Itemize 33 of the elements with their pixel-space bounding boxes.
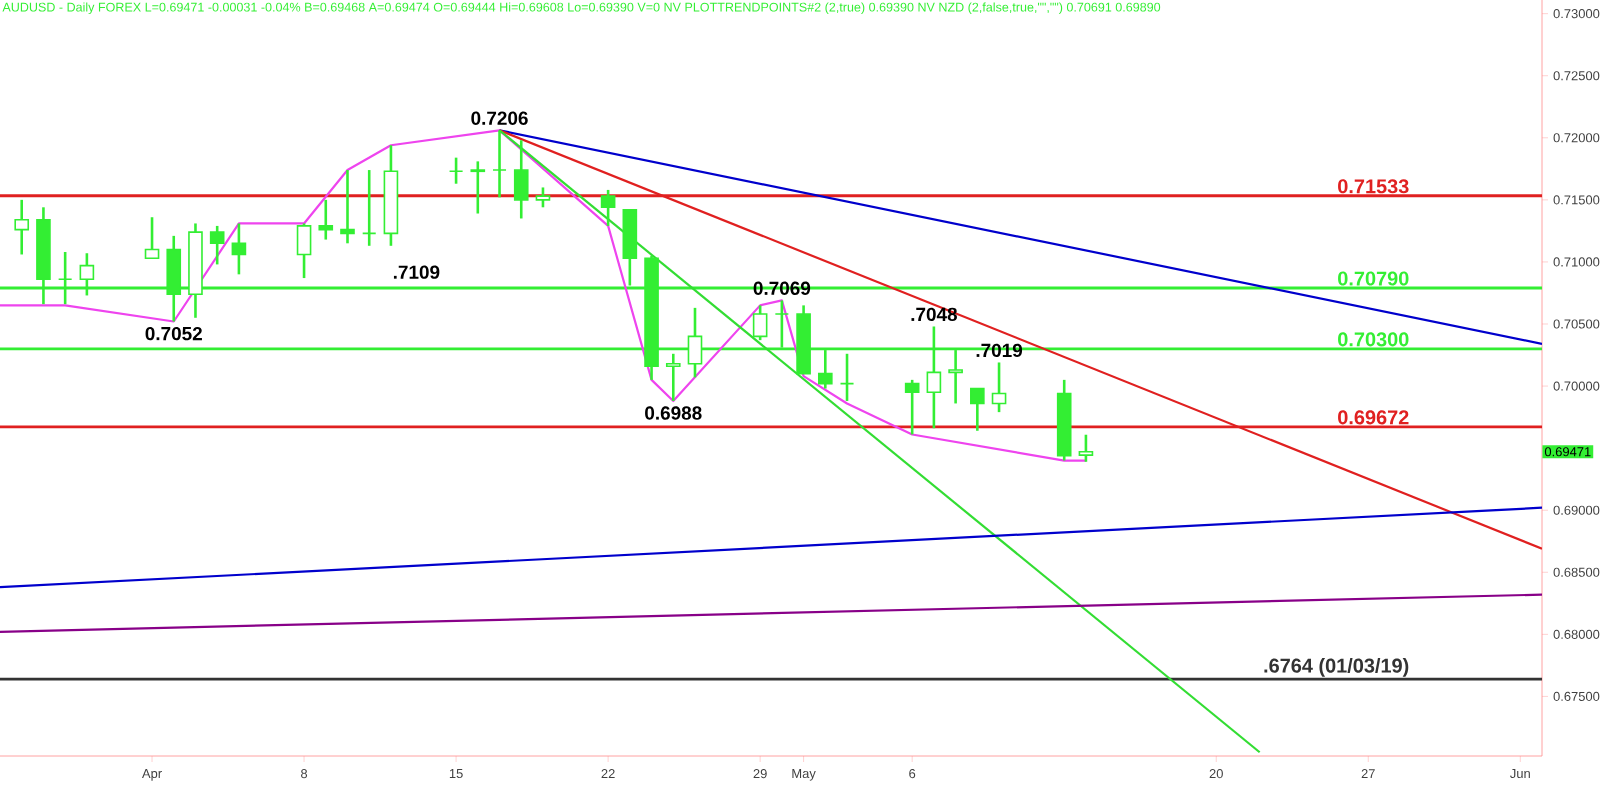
annotation: 0.7052 xyxy=(145,326,202,341)
ref-line-label: 0.69672 xyxy=(1338,410,1409,425)
candlestick xyxy=(600,188,616,228)
candlestick xyxy=(1078,433,1094,464)
candlestick xyxy=(513,138,529,220)
candlestick xyxy=(448,156,464,186)
annotation: 0.7069 xyxy=(753,281,811,296)
candlestick xyxy=(231,222,247,276)
candlestick xyxy=(340,168,355,245)
annotation: .7048 xyxy=(911,307,957,322)
candlestick xyxy=(752,304,768,342)
candlestick xyxy=(296,222,312,280)
line-series xyxy=(0,129,1088,462)
candlestick xyxy=(361,168,377,248)
candlestick xyxy=(991,361,1007,414)
ref-line-label: 0.71533 xyxy=(1338,179,1409,194)
candlestick xyxy=(665,352,681,403)
candlestick xyxy=(470,160,486,215)
annotation: 0.6988 xyxy=(645,406,702,420)
annotation: 0.7206 xyxy=(471,111,528,125)
candlestick xyxy=(144,215,160,260)
candlestick xyxy=(209,224,225,266)
candlestick xyxy=(318,198,334,241)
annotation: .7109 xyxy=(393,265,440,279)
candlestick xyxy=(839,352,855,403)
ref-line-label: 0.70790 xyxy=(1338,271,1409,286)
candlestick xyxy=(535,186,551,209)
candlestick xyxy=(492,129,507,199)
candlestick xyxy=(14,198,30,256)
ref-line-label: .6764 (01/03/19) xyxy=(1264,658,1409,677)
ref-line-label: 0.70300 xyxy=(1338,332,1409,347)
candlestick xyxy=(970,387,985,433)
candlestick xyxy=(904,378,920,436)
